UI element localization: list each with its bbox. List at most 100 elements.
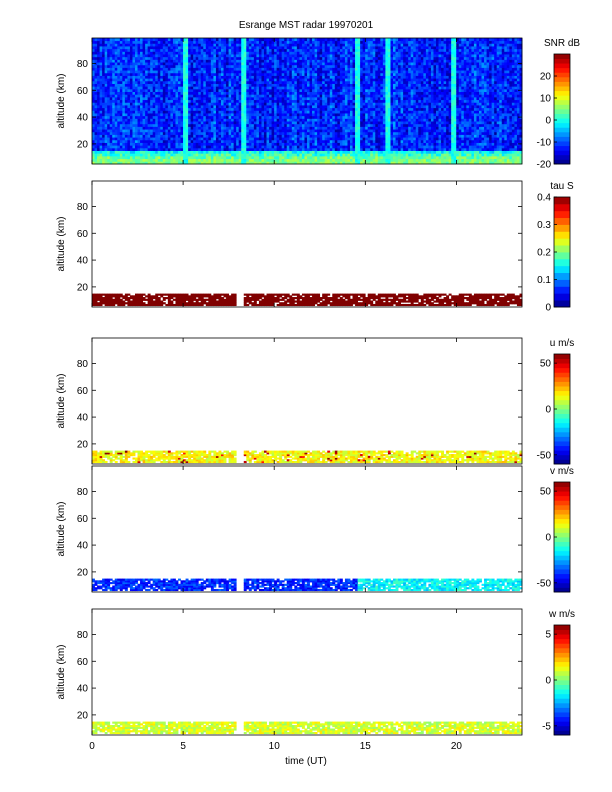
heatmap-cell [241,113,245,117]
heatmap-cell [238,51,242,55]
heatmap-cell [114,142,118,146]
heatmap-cell [269,56,272,60]
heatmap-cell [223,126,227,130]
heatmap-cell [271,123,275,127]
heatmap-cell [119,129,123,133]
heatmap-cell [162,56,166,60]
heatmap-cell [248,102,252,106]
heatmap-cell [195,91,199,95]
heatmap-cell [304,142,308,146]
heatmap-cell [221,64,224,68]
heatmap-cell [248,38,252,42]
heatmap-cell [248,147,252,151]
heatmap-cell [165,78,169,82]
heatmap-cell [99,54,103,58]
heatmap-cell [266,72,270,76]
heatmap-cell [215,72,219,76]
heatmap-cell [195,88,199,93]
heatmap-cell [281,115,285,119]
heatmap-cell [180,142,184,146]
heatmap-cell [180,43,184,47]
heatmap-cell [291,121,295,125]
heatmap-cell [347,123,351,127]
heatmap-cell [299,137,303,141]
heatmap-cell [226,99,229,103]
heatmap-cell [114,150,118,154]
heatmap-cell [286,113,290,117]
heatmap-cell [324,46,328,50]
heatmap-cell [238,150,242,154]
heatmap-cell [195,96,199,101]
heatmap-cell [264,129,267,133]
heatmap-cell [205,91,209,95]
heatmap-cell [137,118,141,122]
heatmap-cell [274,137,278,141]
heatmap-cell [198,158,202,162]
heatmap-cell [228,91,232,95]
heatmap-cell [317,88,321,93]
heatmap-cell [243,67,247,71]
heatmap-cell [117,70,121,74]
heatmap-cell [107,131,111,135]
heatmap-cell [221,94,224,98]
heatmap-cell [279,70,283,74]
heatmap-cell [342,113,346,117]
heatmap-cell [329,75,333,79]
heatmap-cell [344,153,348,157]
heatmap-cell [299,62,303,66]
heatmap-cell [314,126,318,130]
heatmap-cell [102,105,106,109]
heatmap-cell [112,113,116,117]
heatmap-cell [162,142,166,146]
heatmap-cell [109,121,113,125]
heatmap-cell [185,56,189,60]
heatmap-cell [205,83,209,87]
heatmap-cell [350,126,353,130]
heatmap-cell [104,150,108,154]
heatmap-cell [157,75,161,79]
heatmap-cell [226,54,229,58]
heatmap-cell [344,145,348,149]
heatmap-cell [167,80,171,84]
heatmap-cell [233,134,237,138]
heatmap-cell [172,102,176,106]
heatmap-cell [248,161,252,165]
heatmap-cell [248,134,252,138]
heatmap-cell [152,75,156,79]
heatmap-cell [248,64,252,68]
heatmap-cell [256,86,260,90]
heatmap-cell [355,56,358,60]
heatmap-cell [350,105,353,109]
heatmap-cell [251,139,255,143]
heatmap-cell [344,96,348,101]
heatmap-cell [269,129,272,133]
heatmap-cell [172,118,176,122]
heatmap-cell [178,43,181,47]
heatmap-cell [97,80,100,84]
heatmap-cell [314,78,318,82]
heatmap-cell [233,107,237,111]
heatmap-cell [129,96,133,101]
heatmap-cell [304,137,308,141]
heatmap-cell [142,88,146,93]
heatmap-cell [107,147,111,151]
heatmap-cell [213,134,217,138]
heatmap-cell [193,137,197,141]
heatmap-cell [165,91,169,95]
heatmap-cell [251,94,255,98]
heatmap-cell [150,70,154,74]
heatmap-cell [337,131,341,135]
heatmap-cell [114,72,118,76]
heatmap-cell [319,48,323,52]
heatmap-cell [92,158,95,162]
heatmap-cell [339,38,343,42]
heatmap-cell [114,96,118,101]
heatmap-cell [185,48,189,52]
heatmap-cell [243,64,247,68]
heatmap-cell [274,131,278,135]
heatmap-cell [124,155,128,160]
heatmap-cell [269,99,272,103]
heatmap-cell [312,80,315,84]
heatmap-cell [334,123,338,127]
heatmap-cell [301,131,305,135]
